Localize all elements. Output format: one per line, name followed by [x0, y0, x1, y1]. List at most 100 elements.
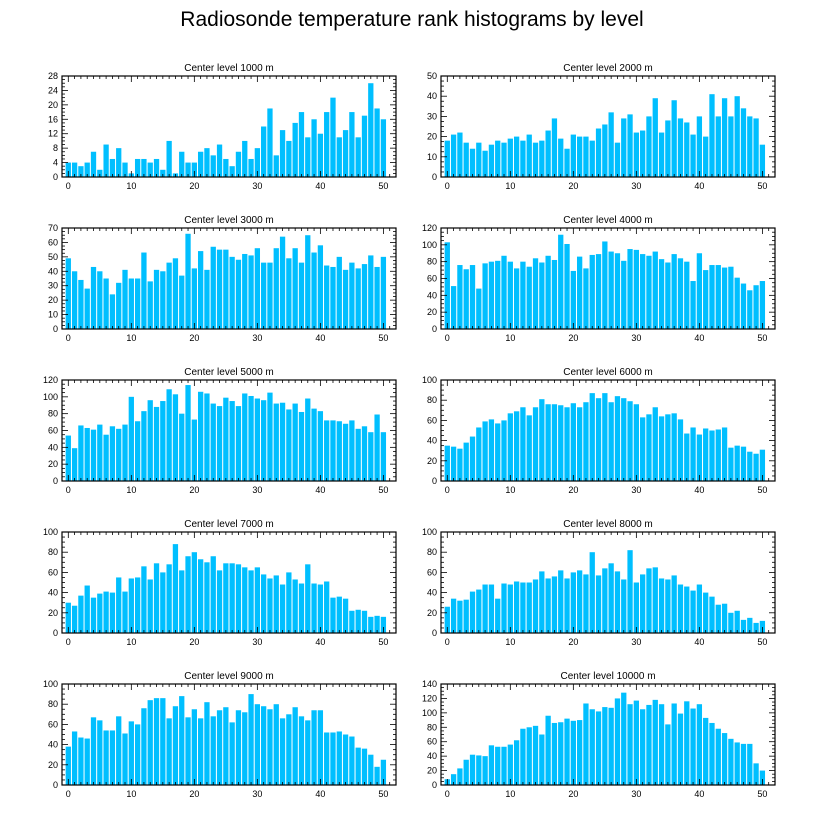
x-tick-label: 50 [378, 789, 388, 799]
histogram-bar [267, 392, 273, 481]
histogram-bar [361, 264, 368, 329]
y-tick-label: 20 [427, 766, 437, 776]
y-tick-label: 80 [48, 699, 58, 709]
histogram-bar [330, 420, 336, 481]
histogram-bar [267, 262, 273, 329]
histogram-bar [690, 590, 696, 633]
y-tick-label: 40 [427, 436, 437, 446]
histogram-bar [576, 570, 583, 633]
x-tick-label: 30 [631, 637, 641, 647]
histogram-bar [254, 248, 261, 329]
histogram-bar [476, 288, 482, 329]
y-tick-label: 10 [427, 152, 437, 162]
histogram-bar [229, 401, 235, 481]
histogram-bar [589, 709, 595, 785]
histogram-bar [286, 714, 292, 785]
histogram-bar [336, 137, 342, 177]
histogram-bar [583, 402, 589, 481]
histogram-bar [450, 446, 457, 481]
y-tick-label: 40 [48, 442, 58, 452]
histogram-bar [279, 718, 286, 785]
histogram-bar [160, 271, 166, 329]
histogram-bar [482, 263, 488, 329]
histogram-bar [583, 703, 589, 785]
histogram-bar [191, 709, 197, 785]
histogram-bar [652, 567, 658, 633]
y-tick-label: 50 [48, 252, 58, 262]
histogram-bar [589, 552, 595, 633]
histogram-bar [305, 398, 311, 481]
histogram-bar [380, 432, 387, 481]
histogram-bar [463, 599, 469, 633]
histogram-bar [116, 716, 122, 785]
histogram-bar [709, 430, 715, 481]
histogram-bar [223, 563, 229, 633]
histogram-bar [646, 568, 652, 633]
histogram-bar [684, 701, 690, 785]
histogram-bar [621, 118, 627, 177]
histogram-bar [235, 710, 242, 785]
histogram-bar [65, 435, 71, 481]
histogram-bar [677, 713, 684, 785]
histogram-bar [317, 245, 324, 329]
panel-title: Center level 3000 m [184, 215, 274, 226]
x-tick-label: 0 [445, 789, 450, 799]
histogram-bar [583, 574, 589, 633]
histogram-bar [482, 584, 488, 633]
histogram-bar [210, 403, 216, 481]
histogram-bar [671, 413, 677, 481]
histogram-bar [147, 400, 153, 481]
y-tick-label: 0 [432, 780, 437, 790]
histogram-bar [349, 420, 355, 481]
histogram-bar [759, 449, 766, 481]
histogram-bar [116, 148, 122, 177]
histogram-bar [539, 140, 545, 177]
histogram-bar [740, 446, 747, 481]
histogram-bar [532, 407, 539, 481]
x-tick-label: 30 [252, 485, 262, 495]
x-tick-label: 0 [66, 637, 71, 647]
histogram-bar [747, 617, 753, 633]
y-tick-label: 24 [48, 85, 58, 95]
x-tick-label: 20 [189, 485, 199, 495]
histogram-bar [532, 725, 539, 785]
histogram-bar [97, 593, 103, 633]
histogram-bar [248, 158, 254, 177]
histogram-bar [627, 401, 633, 481]
x-tick-label: 30 [631, 485, 641, 495]
histogram-bar [469, 148, 476, 177]
histogram-bar [122, 733, 128, 785]
histogram-bar [501, 583, 507, 633]
y-tick-label: 20 [427, 456, 437, 466]
x-tick-label: 40 [694, 789, 704, 799]
histogram-bar [191, 419, 197, 481]
histogram-bar [84, 162, 90, 177]
histogram-bar [728, 116, 734, 177]
histogram-bar [210, 246, 216, 329]
histogram-bar [147, 700, 153, 785]
histogram-bar [564, 718, 570, 785]
histogram-bar [444, 606, 450, 633]
histogram-bar [677, 118, 684, 177]
histogram-bar [633, 582, 640, 633]
x-tick-label: 50 [378, 637, 388, 647]
histogram-bar [374, 766, 380, 785]
y-tick-label: 20 [48, 760, 58, 770]
histogram-bar [179, 413, 185, 481]
histogram-bar [696, 704, 703, 785]
histogram-bar [97, 271, 103, 329]
histogram-bar [210, 556, 216, 633]
histogram-bar [696, 116, 703, 177]
histogram-bar [633, 249, 640, 329]
histogram-bar [463, 269, 469, 329]
histogram-bar [298, 262, 305, 329]
histogram-bar [444, 140, 450, 177]
histogram-bar [279, 584, 286, 633]
x-tick-label: 0 [445, 333, 450, 343]
x-tick-label: 40 [694, 333, 704, 343]
histogram-bar [476, 142, 482, 177]
histogram-bar [539, 262, 545, 329]
histogram-bar [78, 737, 84, 785]
histogram-bar [658, 259, 665, 329]
